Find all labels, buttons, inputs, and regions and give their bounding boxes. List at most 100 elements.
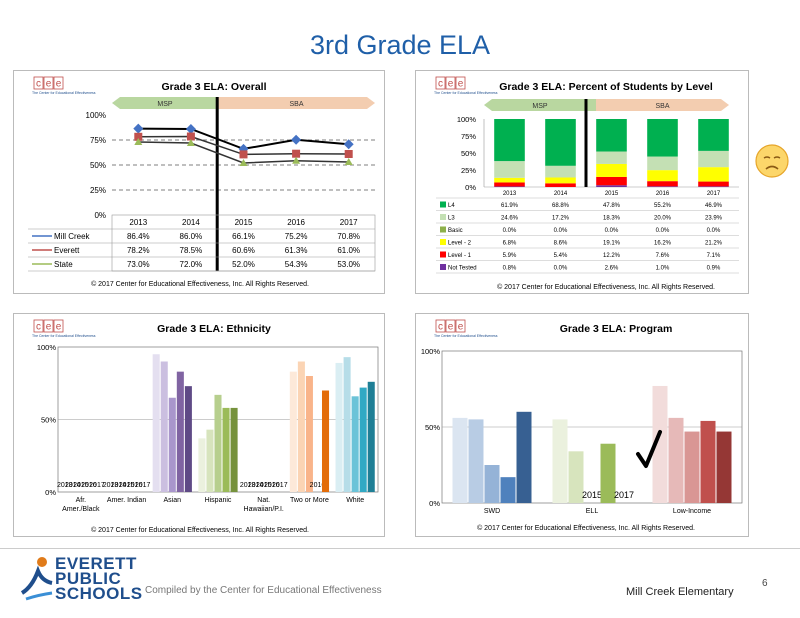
data-label: 21.2% — [705, 241, 723, 247]
data-point — [133, 123, 144, 134]
data-label: 78.5% — [180, 246, 203, 255]
x-tick-label: Two or More — [290, 497, 329, 504]
data-label: 16.2% — [654, 241, 672, 247]
ethnicity-chart-panel: c e e The Center for Educational Effectiven… — [13, 313, 385, 537]
data-label: 52.0% — [232, 260, 255, 269]
bar — [684, 431, 700, 503]
bar-segment — [596, 176, 627, 186]
year-label: 2014 — [111, 482, 127, 489]
data-point — [185, 124, 196, 134]
bar — [289, 371, 297, 492]
bar — [184, 386, 192, 492]
cee-logo-box — [435, 76, 446, 90]
sba-band-arrow — [218, 97, 375, 109]
bar — [600, 443, 616, 503]
cee-logo-letter: c — [438, 322, 443, 333]
x-tick-label: 2017 — [707, 191, 721, 197]
cee-logo-letter: e — [46, 79, 52, 90]
data-label: 24.6% — [501, 216, 519, 222]
program-chart-panel: c e e The Center for Educational Effectiven… — [415, 313, 749, 537]
data-point — [134, 132, 143, 141]
bar — [152, 354, 160, 492]
x-tick-label: 2016 — [287, 218, 305, 227]
data-label: 47.8% — [603, 203, 621, 209]
year-label: 2017 — [614, 490, 634, 500]
y-tick-label: 50% — [425, 423, 440, 432]
bar-segment — [494, 161, 525, 178]
x-tick-label: ELL — [586, 508, 599, 515]
data-point — [186, 139, 195, 146]
cee-logo-letter: e — [458, 322, 464, 333]
legend-label: Everett — [54, 246, 80, 255]
bar-segment — [494, 177, 525, 183]
data-label: 61.9% — [501, 203, 519, 209]
data-point — [292, 149, 301, 158]
data-point — [344, 150, 353, 158]
bar — [484, 465, 500, 503]
chart-title: Grade 3 ELA: Percent of Students by Leve… — [499, 81, 713, 93]
year-label: 2013 — [57, 482, 73, 489]
y-tick-label: 50% — [41, 416, 56, 425]
cee-logo-box — [33, 319, 44, 333]
bar-segment — [596, 119, 627, 152]
check-mark-icon — [636, 430, 662, 468]
bar-segment — [647, 170, 678, 182]
data-point — [134, 138, 143, 145]
bar — [335, 362, 343, 492]
y-tick-label: 50% — [90, 161, 106, 170]
data-point — [344, 158, 353, 165]
data-point — [239, 159, 248, 166]
data-label: 7.6% — [656, 253, 670, 259]
cee-logo-letter: e — [56, 322, 62, 333]
sba-band-label: SBA — [655, 103, 669, 110]
legend-swatch — [440, 214, 446, 220]
bar-segment — [647, 119, 678, 157]
bar-segment — [647, 156, 678, 171]
data-label: 72.0% — [180, 260, 203, 269]
bar — [297, 361, 305, 492]
bar — [568, 451, 584, 503]
cee-logo-subtitle: The Center for Educational Effectiveness — [434, 91, 498, 95]
year-label: 2015 — [256, 482, 272, 489]
cee-logo-box — [53, 319, 64, 333]
legend-swatch — [440, 264, 446, 270]
bar — [367, 381, 375, 492]
data-label: 5.4% — [554, 253, 568, 259]
year-label: 2017 — [135, 482, 151, 489]
data-point — [343, 139, 354, 150]
bar-segment — [494, 186, 525, 187]
data-label: 17.2% — [552, 216, 570, 222]
bar — [500, 477, 516, 503]
y-tick-label: 25% — [461, 166, 476, 175]
bar — [206, 429, 214, 492]
msp-band-arrow — [484, 99, 596, 111]
x-tick-label: Low-Income — [673, 508, 711, 515]
chart-title: Grade 3 ELA: Program — [560, 323, 673, 335]
school-name: Mill Creek Elementary — [626, 586, 734, 598]
chart-title: Grade 3 ELA: Ethnicity — [157, 323, 271, 335]
bar-segment — [596, 185, 627, 187]
x-tick-label: Amer. Indian — [107, 497, 146, 504]
cee-logo-box — [435, 319, 446, 333]
data-label: 55.2% — [654, 203, 672, 209]
data-label: 0.0% — [503, 228, 517, 234]
y-tick-label: 100% — [37, 343, 57, 352]
bar — [351, 396, 359, 492]
sad-face-icon — [754, 143, 790, 179]
data-point — [239, 150, 248, 159]
copyright: © 2017 Center for Educational Effectiven… — [497, 283, 715, 291]
year-label: 2016 — [127, 482, 143, 489]
data-label: 0.0% — [707, 228, 721, 234]
copyright: © 2017 Center for Educational Effectiven… — [91, 526, 309, 534]
bar — [168, 397, 176, 492]
bar-segment — [698, 186, 729, 187]
chart-title: Grade 3 ELA: Overall — [161, 81, 266, 93]
data-label: 5.9% — [503, 253, 517, 259]
cee-logo-letter: e — [448, 79, 454, 90]
bar — [222, 407, 230, 492]
legend-swatch — [440, 201, 446, 208]
data-label: 61.3% — [285, 246, 308, 255]
cee-logo-box — [43, 76, 54, 90]
